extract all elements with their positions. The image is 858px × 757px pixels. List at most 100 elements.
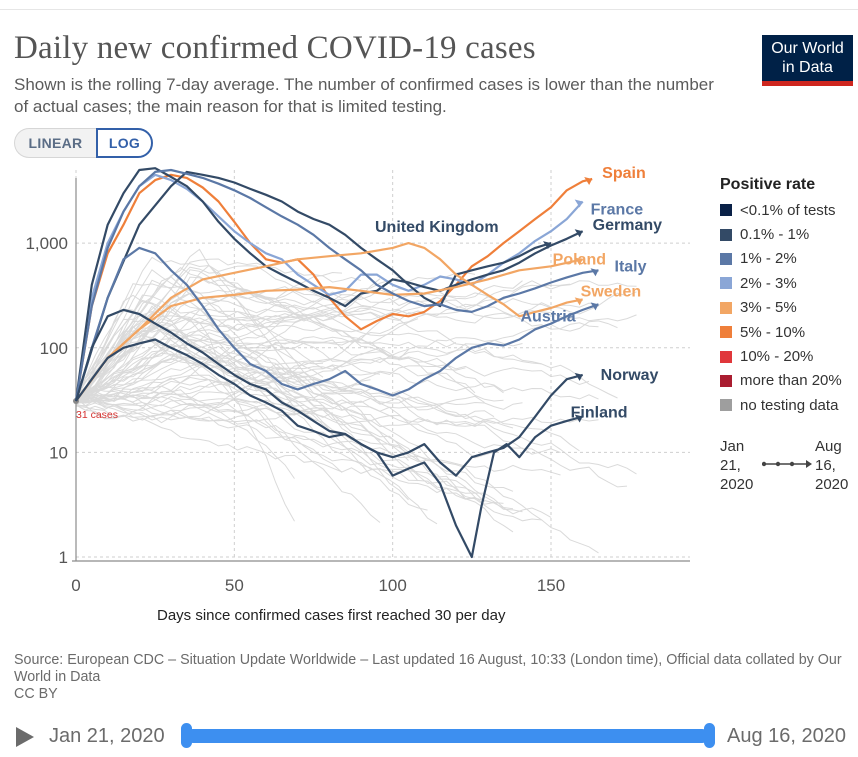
x-tick-label: 0 (71, 576, 80, 595)
background-country-line (75, 353, 580, 452)
start-month: Jan (720, 438, 745, 455)
top-border (0, 0, 858, 10)
time-range-end: Aug 16, 2020 (815, 437, 848, 494)
background-country-line (75, 332, 438, 525)
series-label: Sweden (581, 283, 641, 300)
end-month: Aug (815, 438, 842, 455)
legend-label: <0.1% of tests (740, 201, 836, 219)
legend-label: 1% - 2% (740, 250, 797, 268)
license-text: CC BY (14, 686, 58, 702)
series-line (74, 168, 599, 402)
end-year: 2020 (815, 476, 849, 493)
y-tick-label: 1,000 (25, 234, 68, 253)
legend-item[interactable]: 1% - 2% (720, 247, 842, 271)
legend-label: 10% - 20% (740, 348, 814, 366)
timeline-end-handle[interactable] (704, 723, 715, 748)
background-country-line (75, 398, 561, 476)
legend-swatch (720, 204, 732, 217)
series-label: United Kingdom (375, 219, 499, 236)
source-text: Source: European CDC – Situation Update … (14, 652, 842, 685)
play-icon[interactable] (16, 727, 34, 747)
series-label: Poland (553, 251, 606, 268)
legend-swatch (720, 326, 732, 339)
series-label: Spain (602, 165, 646, 182)
series-label: Finland (571, 405, 628, 422)
series-label: Norway (601, 367, 659, 384)
series-label: Italy (615, 258, 647, 275)
background-country-line (75, 355, 485, 408)
start-annotation: 31 cases (76, 409, 118, 421)
legend-swatch (720, 399, 732, 412)
background-country-line (75, 269, 390, 403)
background-country-line (75, 361, 324, 397)
series-end-arrow (574, 414, 583, 423)
x-tick-label: 150 (537, 576, 565, 595)
background-country-line (75, 320, 618, 404)
legend-label: 3% - 5% (740, 299, 797, 317)
background-country-line (75, 325, 523, 513)
background-country-line (75, 379, 371, 421)
end-day: 16, (815, 457, 836, 474)
background-country-line (75, 279, 514, 533)
series-end-arrow (574, 257, 583, 266)
legend-label: 2% - 3% (740, 274, 797, 292)
timeline-start-handle[interactable] (181, 723, 192, 748)
legend: Positive rate <0.1% of tests 0.1% - 1% 1% … (720, 176, 842, 418)
legend-label: no testing data (740, 396, 839, 414)
series-line (74, 173, 584, 402)
series-end-arrow (574, 199, 583, 208)
background-country-line (75, 395, 542, 522)
source-note: Source: European CDC – Situation Update … (14, 652, 844, 703)
x-axis-label: Days since confirmed cases first reached… (157, 607, 506, 624)
legend-item[interactable]: 5% - 10% (720, 320, 842, 344)
background-country-line (75, 276, 618, 401)
legend-item[interactable]: more than 20% (720, 369, 842, 393)
x-tick-label: 100 (378, 576, 406, 595)
background-country-line (75, 325, 542, 407)
chart-title: Daily new confirmed COVID-19 cases (14, 30, 536, 66)
linear-scale-button[interactable]: LINEAR (14, 128, 96, 158)
background-country-line (75, 271, 343, 403)
series-line (74, 246, 599, 402)
time-range-indicator: Jan 21, 2020 Aug 16, 2020 (720, 437, 855, 497)
background-country-line (75, 283, 571, 416)
background-country-line (75, 294, 476, 498)
legend-swatch (720, 350, 732, 363)
series-line (75, 258, 583, 402)
timeline-end-label: Aug 16, 2020 (727, 725, 846, 747)
start-day: 21, (720, 457, 741, 474)
legend-label: 5% - 10% (740, 323, 806, 341)
x-tick-label: 50 (225, 576, 244, 595)
chart-axes: 31 cases (72, 178, 690, 562)
series-end-arrow (574, 372, 583, 381)
legend-item[interactable]: 3% - 5% (720, 296, 842, 320)
owid-logo[interactable]: Our World in Data (762, 35, 853, 86)
y-tick-label: 100 (40, 339, 68, 358)
chart-grid: 1 10 100 1,000 0 50 100 150 (25, 170, 690, 595)
highlighted-series (74, 167, 599, 559)
line-chart: 1 10 100 1,000 0 50 100 150 31 cases Spain Franc… (25, 165, 690, 595)
series-end-arrow (543, 241, 551, 250)
legend-item[interactable]: 2% - 3% (720, 271, 842, 295)
background-country-line (75, 349, 599, 405)
legend-label: more than 20% (740, 372, 842, 390)
time-range-arrow-icon (762, 460, 812, 468)
series-end-arrow (590, 268, 599, 277)
background-country-line (75, 385, 561, 455)
legend-item[interactable]: no testing data (720, 393, 842, 417)
timeline-track[interactable] (186, 729, 709, 743)
log-scale-button[interactable]: LOG (96, 128, 153, 158)
logo-line-2: in Data (782, 59, 833, 76)
background-country-line (75, 324, 504, 407)
background-country-line (75, 392, 295, 479)
legend-item[interactable]: 10% - 20% (720, 344, 842, 368)
start-year: 2020 (720, 476, 754, 493)
series-label: France (591, 201, 644, 218)
time-range-start: Jan 21, 2020 (720, 437, 753, 494)
legend-item[interactable]: <0.1% of tests (720, 198, 842, 222)
series-line (74, 170, 552, 402)
y-tick-label: 10 (49, 443, 68, 462)
legend-item[interactable]: 0.1% - 1% (720, 222, 842, 246)
legend-swatch (720, 277, 732, 290)
